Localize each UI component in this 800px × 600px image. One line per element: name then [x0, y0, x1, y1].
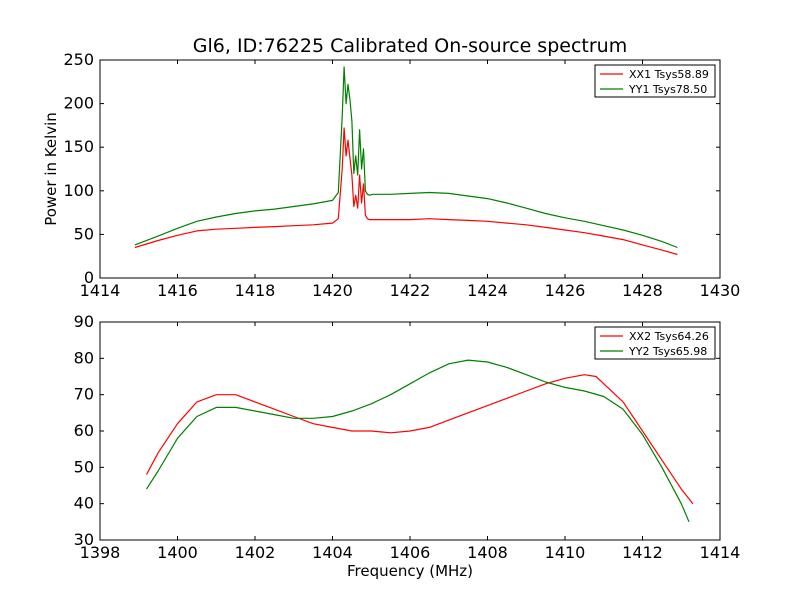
bottom-legend-label-2: YY2 Tsys65.98: [628, 345, 707, 358]
top-y-axis-title: Power in Kelvin: [42, 112, 60, 226]
bottom-y-tick-label: 70: [74, 385, 94, 404]
bottom-legend-label-1: XX2 Tsys64.26: [629, 330, 709, 343]
chart-title: Gl6, ID:76225 Calibrated On-source spect…: [193, 35, 627, 57]
bottom-x-tick-label: 1410: [545, 543, 586, 562]
bottom-x-axis-title: Frequency (MHz): [347, 562, 473, 580]
bottom-x-tick-label: 1402: [235, 543, 276, 562]
bottom-x-tick-label: 1398: [80, 543, 121, 562]
bottom-y-tick-label: 50: [74, 457, 94, 476]
bottom-x-tick-label: 1400: [157, 543, 198, 562]
bottom-plot-panel: 1398 1400 1402 1404 1406 1408 1410 1412 1414 30 40…: [74, 312, 741, 562]
bottom-y-tick-label: 60: [74, 421, 94, 440]
bottom-x-tick-label: 1406: [390, 543, 431, 562]
bottom-x-tick-label: 1408: [467, 543, 508, 562]
top-legend-label-2: YY1 Tsys78.50: [628, 83, 707, 96]
top-x-tick-label: 1418: [235, 281, 276, 300]
top-x-tick-label: 1424: [467, 281, 508, 300]
top-legend-label-1: XX1 Tsys58.89: [629, 68, 709, 81]
top-x-tick-label: 1414: [80, 281, 121, 300]
bottom-legend-box: [594, 326, 716, 360]
top-plot-panel: 1414 1416 1418 1420 1422 1424 1426 1428 1430 0 50 1…: [63, 50, 740, 300]
top-legend: XX1 Tsys58.89 YY1 Tsys78.50: [594, 64, 716, 98]
bottom-y-tick-label: 80: [74, 348, 94, 367]
top-legend-box: [594, 64, 716, 98]
bottom-y-tick-label: 90: [74, 312, 94, 331]
top-x-tick-label: 1420: [312, 281, 353, 300]
top-x-tick-label: 1416: [157, 281, 198, 300]
top-x-tick-label: 1422: [390, 281, 431, 300]
top-y-tick-label: 0: [84, 268, 94, 287]
top-x-tick-label: 1430: [700, 281, 741, 300]
bottom-series-line-1: [145, 374, 694, 505]
bottom-y-tick-label: 40: [74, 494, 94, 513]
bottom-legend: XX2 Tsys64.26 YY2 Tsys65.98: [594, 326, 716, 360]
top-y-tick-label: 50: [74, 224, 94, 243]
bottom-series-line-2: [145, 359, 690, 523]
top-x-tick-label: 1426: [545, 281, 586, 300]
top-y-tick-label: 200: [63, 94, 94, 113]
top-y-tick-label: 100: [63, 181, 94, 200]
bottom-y-tick-label: 30: [74, 530, 94, 549]
bottom-x-tick-label: 1404: [312, 543, 353, 562]
top-series-line-2: [134, 66, 678, 249]
top-y-tick-label: 150: [63, 137, 94, 156]
top-x-tick-label: 1428: [622, 281, 663, 300]
top-series-line-1: [134, 127, 678, 256]
bottom-x-tick-label: 1412: [622, 543, 663, 562]
top-y-tick-label: 250: [63, 50, 94, 69]
bottom-x-tick-label: 1414: [700, 543, 741, 562]
